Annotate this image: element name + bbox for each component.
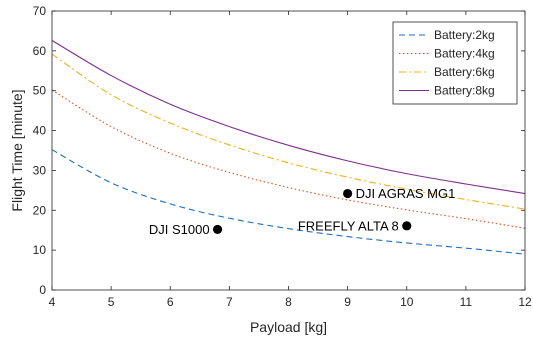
y-tick-label: 60 — [33, 44, 47, 58]
legend-label-2: Battery:4kg — [434, 47, 495, 61]
y-tick-label: 20 — [33, 203, 47, 217]
series-line-4 — [51, 40, 526, 195]
legend-label-1: Battery:2kg — [434, 28, 495, 42]
point-label-3: FREEFLY ALTA 8 — [298, 218, 399, 233]
legend-label-3: Battery:6kg — [434, 65, 495, 79]
x-axis-title: Payload [kg] — [250, 319, 327, 335]
x-tick-label: 10 — [400, 295, 414, 309]
x-tick-label: 4 — [49, 295, 56, 309]
y-tick-label: 40 — [33, 124, 47, 138]
x-tick-label: 7 — [226, 295, 233, 309]
x-tick-label: 12 — [518, 295, 532, 309]
y-tick-label: 0 — [39, 283, 46, 297]
y-tick-label: 30 — [33, 163, 47, 177]
ticks-layer: 4 5 6 7 8 9 10 11 12 0 10 20 30 40 50 60 70 — [33, 4, 532, 309]
x-tick-label: 11 — [460, 295, 473, 309]
legend: Battery:2kg Battery:4kg Battery:6kg Battery… — [392, 21, 518, 105]
series-line-3 — [51, 53, 526, 210]
points-layer: DJI S1000 DJI AGRAS MG1 FREEFLY ALTA 8 — [149, 186, 455, 237]
x-tick-label: 5 — [108, 295, 115, 309]
point-marker-1 — [212, 224, 223, 235]
x-tick-label: 6 — [167, 295, 174, 309]
series-layer — [51, 40, 526, 255]
y-axis-title: Flight Time [minute] — [9, 89, 25, 211]
y-tick-label: 50 — [33, 84, 47, 98]
legend-label-4: Battery:8kg — [434, 84, 495, 98]
y-tick-label: 70 — [33, 4, 47, 18]
point-label-2: DJI AGRAS MG1 — [356, 186, 456, 201]
y-tick-label: 10 — [33, 243, 47, 257]
series-line-1 — [51, 149, 526, 255]
point-label-1: DJI S1000 — [149, 222, 210, 237]
point-marker-3 — [402, 221, 412, 231]
point-marker-2 — [343, 188, 353, 199]
x-tick-label: 9 — [344, 295, 351, 309]
x-tick-label: 8 — [285, 295, 292, 309]
